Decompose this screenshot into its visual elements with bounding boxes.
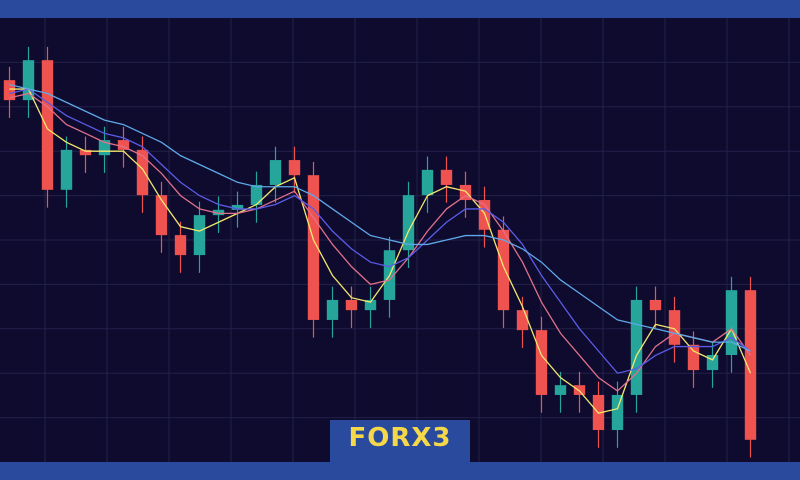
candle-body — [402, 195, 415, 251]
candle-body — [117, 140, 130, 150]
moving-average-line — [9, 92, 752, 392]
candle-body — [3, 80, 16, 101]
candle-body — [79, 149, 92, 156]
candle-body — [440, 169, 453, 185]
candle-body — [307, 175, 320, 320]
candle-body — [554, 385, 567, 395]
candle-body — [22, 60, 35, 101]
grid — [0, 18, 800, 462]
candle-body — [706, 354, 719, 371]
candle-body — [345, 299, 358, 311]
candle-body — [497, 229, 510, 311]
candle-body — [174, 235, 187, 256]
candle-body — [250, 184, 263, 205]
candle-body — [421, 169, 434, 196]
candle-body — [193, 215, 206, 256]
candle-body — [668, 310, 681, 345]
candle-body — [744, 290, 757, 440]
candle-body — [41, 60, 54, 190]
candle-body — [630, 299, 643, 395]
candle-body — [725, 290, 738, 355]
candle-body — [212, 209, 225, 216]
candle-body — [136, 149, 149, 196]
candle-body — [459, 184, 472, 201]
candle-body — [231, 204, 244, 210]
bottom-bar — [0, 462, 800, 480]
candle-body — [649, 299, 662, 311]
plot — [3, 46, 757, 458]
candle-body — [364, 299, 377, 311]
moving-average-line — [9, 83, 751, 352]
candle-body — [155, 195, 168, 236]
candle-body — [687, 344, 700, 371]
logo-text: FORX3 — [348, 423, 451, 453]
top-bar — [0, 0, 800, 18]
logo-banner — [330, 420, 470, 462]
candle-body — [288, 160, 301, 176]
candle-body — [573, 385, 586, 395]
candle-body — [611, 394, 624, 431]
candle-body — [269, 160, 282, 185]
candle-body — [516, 310, 529, 331]
moving-average-line — [9, 88, 751, 374]
candle-body — [60, 149, 73, 190]
candle-body — [326, 299, 339, 320]
candle-body — [535, 330, 548, 395]
candle-body — [98, 140, 111, 156]
